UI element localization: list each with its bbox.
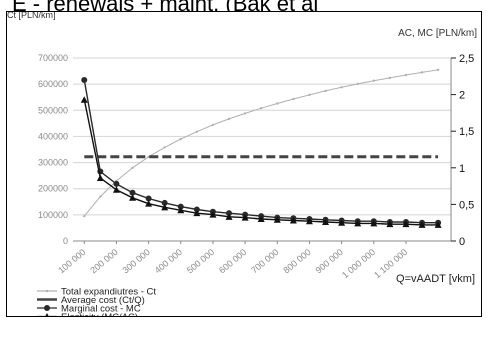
data-point [83, 214, 86, 218]
data-point [370, 219, 378, 227]
data-point [147, 155, 150, 159]
data-point [193, 206, 200, 213]
data-point [99, 195, 102, 198]
data-point [420, 71, 424, 74]
data-point [354, 219, 362, 227]
x-tick-label: 100 000 [56, 247, 87, 276]
data-point [96, 174, 104, 182]
legend-label: Total expandiutres - Ct [61, 287, 156, 298]
legend-marker [45, 313, 49, 316]
left-tick-label: 700000 [38, 53, 68, 63]
data-point [177, 206, 185, 214]
data-point [129, 189, 136, 196]
data-point [273, 216, 281, 223]
x-tick-label: 200 000 [88, 247, 119, 276]
right-axis-ticks: 0 0,5 1 1,5 2 2,5 [451, 53, 474, 248]
left-axis-label: Ct [PLN/km] [7, 12, 56, 20]
data-point [209, 211, 217, 218]
data-point [436, 68, 440, 71]
data-point [340, 86, 343, 89]
chart: Ct [PLN/km] AC, MC [PLN/km] 0 100000 20000… [7, 12, 477, 316]
data-point [322, 218, 330, 225]
data-point [276, 102, 279, 105]
legend-label: Marginal cost - MC [61, 304, 141, 315]
left-tick-label: 300000 [38, 158, 68, 168]
right-tick-label: 2 [459, 90, 465, 102]
data-point [257, 215, 265, 223]
legend-marker [45, 289, 49, 293]
data-point [289, 217, 297, 224]
data-point [80, 96, 88, 103]
left-axis-ticks: 0 100000 200000 300000 400000 500000 600000 700… [38, 53, 68, 246]
x-tick-label: 1 000 000 [340, 247, 377, 280]
data-point [145, 195, 152, 202]
data-point [386, 220, 394, 228]
x-tick-label: 600 000 [217, 247, 248, 276]
right-tick-label: 0,5 [459, 199, 474, 211]
data-point [177, 203, 184, 210]
data-point [81, 76, 88, 83]
x-axis-ticks: 100 000 200 000 300 000 400 000 500 000 600 0… [56, 241, 409, 280]
data-point [305, 217, 313, 225]
data-point [241, 214, 249, 221]
data-point [404, 73, 408, 77]
data-point [161, 203, 169, 211]
x-tick-label: 700 000 [249, 247, 280, 276]
legend-label: Average cost (Ct/Q) [61, 295, 145, 306]
x-axis-label: Q=vAADT [vkm] [396, 273, 475, 285]
data-point [131, 166, 134, 169]
legend-marker [44, 305, 50, 311]
data-point [434, 221, 442, 228]
left-tick-label: 0 [63, 236, 68, 246]
legend-label: Elasticity (MC/AC) [61, 312, 138, 316]
data-point [195, 130, 199, 133]
chart-frame: Ct [PLN/km] AC, MC [PLN/km] 0 100000 20000… [6, 11, 482, 317]
data-point [113, 180, 120, 187]
data-point [388, 76, 392, 80]
data-point [227, 117, 231, 121]
data-point [193, 209, 201, 217]
x-tick-label: 800 000 [281, 247, 312, 276]
left-tick-label: 500000 [38, 105, 68, 115]
right-tick-label: 1,5 [459, 126, 474, 138]
data-point [308, 93, 311, 97]
data-point [161, 199, 168, 206]
left-tick-label: 100000 [38, 210, 68, 220]
data-point [163, 146, 166, 149]
left-tick-label: 200000 [38, 184, 68, 194]
data-point [226, 210, 233, 217]
data-point [402, 220, 410, 228]
x-tick-label: 500 000 [185, 247, 216, 276]
data-point [225, 213, 233, 220]
left-tick-label: 600000 [38, 79, 68, 89]
data-point [292, 97, 295, 101]
right-axis-label: AC, MC [PLN/km] [398, 28, 477, 39]
left-tick-label: 400000 [38, 131, 68, 141]
right-tick-label: 2,5 [459, 53, 474, 65]
data-point [112, 186, 120, 193]
right-tick-label: 1 [459, 163, 465, 175]
data-point [243, 112, 247, 115]
data-point [145, 200, 153, 207]
data-point [372, 79, 375, 82]
data-point [356, 82, 359, 86]
data-point [179, 137, 182, 141]
data-point [324, 89, 327, 93]
x-tick-label: 300 000 [121, 247, 152, 276]
series [80, 68, 442, 228]
data-point [259, 106, 263, 110]
data-point [211, 123, 215, 127]
data-point [338, 219, 346, 226]
right-tick-label: 0 [459, 236, 465, 248]
x-tick-label: 400 000 [153, 247, 184, 276]
series-line [83, 79, 439, 224]
data-point [418, 221, 426, 228]
data-point [129, 194, 137, 201]
